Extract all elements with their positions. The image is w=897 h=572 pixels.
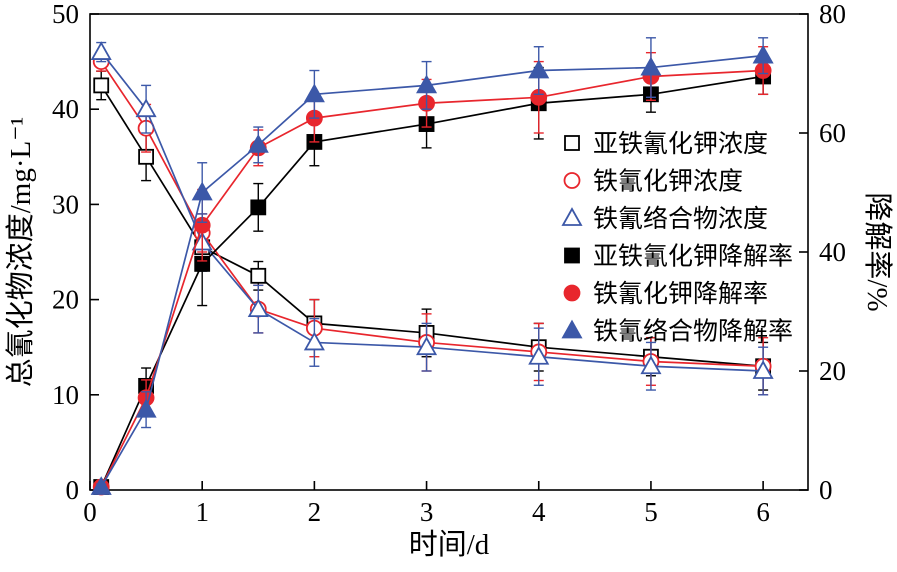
y-axis-label-right: 降解率/%: [861, 192, 894, 311]
legend-label: 铁氰化钾降解率: [593, 280, 768, 308]
x-tick-label: 6: [756, 497, 770, 527]
data-point-marker: [90, 476, 112, 495]
circle-open-legend-marker-icon: [563, 172, 581, 189]
x-tick-label: 4: [532, 497, 546, 527]
data-point-marker: [303, 83, 325, 103]
data-point-marker: [93, 77, 110, 94]
data-point-marker: [303, 331, 325, 351]
data-point-marker: [640, 355, 662, 375]
data-point-marker: [528, 345, 550, 365]
x-axis-label: 时间/d: [409, 528, 490, 561]
triangle-open-legend-marker-icon: [561, 207, 583, 226]
legend-label: 亚铁氰化钾降解率: [593, 243, 793, 271]
x-tick-label: 1: [195, 497, 209, 527]
x-tick-label: 2: [308, 497, 322, 527]
legend-item: 铁氰络合物降解率: [561, 318, 793, 346]
legend-label: 亚铁氰化钾浓度: [593, 130, 768, 158]
legend-item: 亚铁氰化钾浓度: [564, 130, 768, 158]
series-5: [90, 37, 774, 495]
x-tick-label: 5: [644, 497, 658, 527]
data-point-marker: [247, 134, 269, 153]
legend-item: 亚铁氰化钾降解率: [564, 243, 793, 271]
series-3: [93, 57, 772, 495]
data-point-marker: [135, 98, 157, 118]
x-tick-label: 0: [83, 497, 97, 527]
data-point-marker: [191, 181, 213, 201]
y-left-tick-label: 20: [52, 285, 79, 315]
legend-label: 铁氰络合物降解率: [593, 318, 793, 346]
y-left-tick-label: 50: [52, 0, 79, 29]
legend-label: 铁氰化钾浓度: [593, 168, 743, 196]
y-right-tick-label: 40: [819, 237, 846, 267]
triangle-filled-legend-marker-icon: [561, 319, 583, 339]
data-point-marker: [135, 398, 157, 418]
x-tick-label: 3: [420, 497, 434, 527]
legend-item: 铁氰化钾降解率: [563, 280, 768, 308]
y-right-tick-label: 60: [819, 118, 846, 148]
y-right-tick-label: 0: [819, 475, 833, 505]
y-left-tick-label: 0: [66, 475, 80, 505]
y-axis-label-left: 总氰化物浓度/mg·L⁻¹: [4, 117, 37, 388]
data-point-marker: [752, 44, 774, 64]
legend: 亚铁氰化钾浓度铁氰化钾浓度铁氰络合物浓度亚铁氰化钾降解率铁氰化钾降解率铁氰络合物…: [561, 130, 793, 346]
data-point-marker: [416, 74, 438, 94]
y-left-tick-label: 10: [52, 380, 79, 410]
legend-label: 铁氰络合物浓度: [593, 205, 768, 233]
chart-generated-content: 0 1 2 3 4 5 601020304050020406080亚铁氰化钾浓度铁氰化钾浓度…: [52, 0, 846, 527]
y-right-tick-label: 20: [819, 356, 846, 386]
square-open-legend-marker-icon: [564, 135, 580, 151]
data-point-marker: [90, 41, 112, 60]
data-point-marker: [247, 298, 269, 318]
data-point-marker: [250, 199, 267, 216]
data-point-marker: [640, 56, 662, 76]
legend-item: 铁氰化钾浓度: [563, 168, 743, 196]
square-filled-legend-marker-icon: [564, 247, 580, 264]
y-right-tick-label: 80: [819, 0, 846, 29]
data-point-marker: [752, 360, 774, 379]
legend-item: 铁氰络合物浓度: [561, 205, 768, 233]
y-left-tick-label: 30: [52, 189, 79, 219]
data-point-marker: [528, 59, 550, 79]
data-point-marker: [250, 267, 267, 284]
data-point-marker: [416, 336, 438, 356]
circle-filled-legend-marker-icon: [563, 284, 581, 302]
y-left-tick-label: 40: [52, 94, 79, 124]
